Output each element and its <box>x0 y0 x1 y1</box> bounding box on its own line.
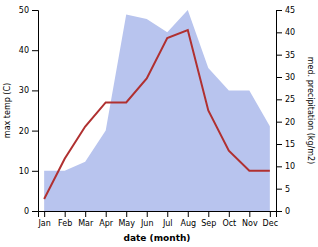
tick-label: Mar <box>78 219 94 228</box>
tick: 5 <box>276 185 290 194</box>
tick-label: 35 <box>285 51 295 60</box>
tick: Dec <box>263 211 278 228</box>
tick-label: 20 <box>285 118 295 127</box>
tick-mark <box>276 211 282 212</box>
tick-label: Jan <box>37 219 50 228</box>
tick-mark <box>276 144 282 145</box>
tick-mark <box>85 211 86 217</box>
tick-mark <box>32 131 38 132</box>
tick-mark <box>32 171 38 172</box>
tick-label: 25 <box>285 95 295 104</box>
tick-mark <box>147 211 148 217</box>
tick-label: May <box>118 219 135 228</box>
tick-label: Dec <box>263 219 278 228</box>
tick-label: 10 <box>285 162 295 171</box>
tick: 25 <box>276 95 295 104</box>
tick-mark <box>65 211 66 217</box>
tick-mark <box>276 10 282 11</box>
tick-mark <box>276 122 282 123</box>
tick: Feb <box>58 211 72 228</box>
tick-label: Feb <box>58 219 72 228</box>
tick-mark <box>276 77 282 78</box>
tick-label: 5 <box>285 185 290 194</box>
tick: 40 <box>276 28 295 37</box>
tick: 45 <box>276 6 295 15</box>
tick: 20 <box>276 118 295 127</box>
y-axis-title: max temp (C) <box>3 83 12 138</box>
tick-mark <box>32 10 38 11</box>
tick: 30 <box>276 73 295 82</box>
x-axis-title: date (month) <box>124 233 191 243</box>
tick-label: 30 <box>285 73 295 82</box>
tick-mark <box>276 55 282 56</box>
tick-label: 10 <box>19 167 29 176</box>
plot-area <box>44 10 270 211</box>
tick-label: Apr <box>99 219 114 228</box>
tick-mark <box>32 50 38 51</box>
tick-label: Nov <box>242 219 258 228</box>
tick-label: 20 <box>19 127 29 136</box>
tick-label: 15 <box>285 140 295 149</box>
tick-mark <box>249 211 250 217</box>
tick-label: 0 <box>285 207 290 216</box>
tick-mark <box>188 211 189 217</box>
tick-mark <box>276 166 282 167</box>
tick-label: 30 <box>19 86 29 95</box>
tick: Jul <box>162 211 173 228</box>
tick-mark <box>229 211 230 217</box>
tick-mark <box>32 211 38 212</box>
tick-mark <box>208 211 209 217</box>
tick-mark <box>276 189 282 190</box>
tick: 0 <box>24 207 38 216</box>
plot-root: Jan Feb Mar Apr May Jun Jul Aug Sep Oct Nov Dec 0 10 2… <box>19 6 295 228</box>
tick: Mar <box>78 211 94 228</box>
tick-mark <box>167 211 168 217</box>
tick-label: Sep <box>201 219 216 228</box>
line <box>44 30 270 199</box>
tick-mark <box>44 211 45 217</box>
tick: 50 <box>19 6 38 15</box>
axis-line <box>39 212 277 218</box>
tick-label: 0 <box>24 207 29 216</box>
tick: 10 <box>276 162 295 171</box>
tick-mark <box>270 211 271 217</box>
tick-label: Oct <box>222 219 236 228</box>
tick-label: 45 <box>285 6 295 15</box>
tick: Oct <box>222 211 236 228</box>
axis-line <box>32 11 39 212</box>
y2-axis-title: med. precipitation (kg/m2) <box>306 57 315 164</box>
tick-mark <box>276 99 282 100</box>
tick: 15 <box>276 140 295 149</box>
tick-mark <box>276 32 282 33</box>
area <box>44 10 270 211</box>
tick-label: 50 <box>19 6 29 15</box>
y-axis: 0 10 20 30 40 50 <box>19 6 39 216</box>
tick: Sep <box>201 211 216 228</box>
tick-mark <box>106 211 107 217</box>
tick: Jan <box>37 211 50 228</box>
tick-label: Jun <box>140 219 154 228</box>
tick: 35 <box>276 51 295 60</box>
tick: 10 <box>19 167 38 176</box>
tick: 0 <box>276 207 290 216</box>
tick: Jun <box>140 211 154 228</box>
axis-line <box>277 11 283 212</box>
tick: 40 <box>19 46 38 55</box>
tick-label: Aug <box>180 219 196 228</box>
tick-label: 40 <box>285 28 295 37</box>
tick: May <box>118 211 135 228</box>
y2-axis: 0 5 10 15 20 25 30 35 40 45 <box>276 6 295 216</box>
x-axis: Jan Feb Mar Apr May Jun Jul Aug Sep Oct Nov Dec <box>37 211 278 228</box>
tick-label: Jul <box>162 219 173 228</box>
tick-mark <box>126 211 127 217</box>
chart: Jan Feb Mar Apr May Jun Jul Aug Sep Oct Nov Dec 0 10 2… <box>0 0 318 247</box>
tick: Nov <box>242 211 258 228</box>
tick: 30 <box>19 86 38 95</box>
tick-label: 40 <box>19 46 29 55</box>
tick: 20 <box>19 127 38 136</box>
tick-mark <box>32 90 38 91</box>
tick: Aug <box>180 211 196 228</box>
tick: Apr <box>99 211 114 228</box>
